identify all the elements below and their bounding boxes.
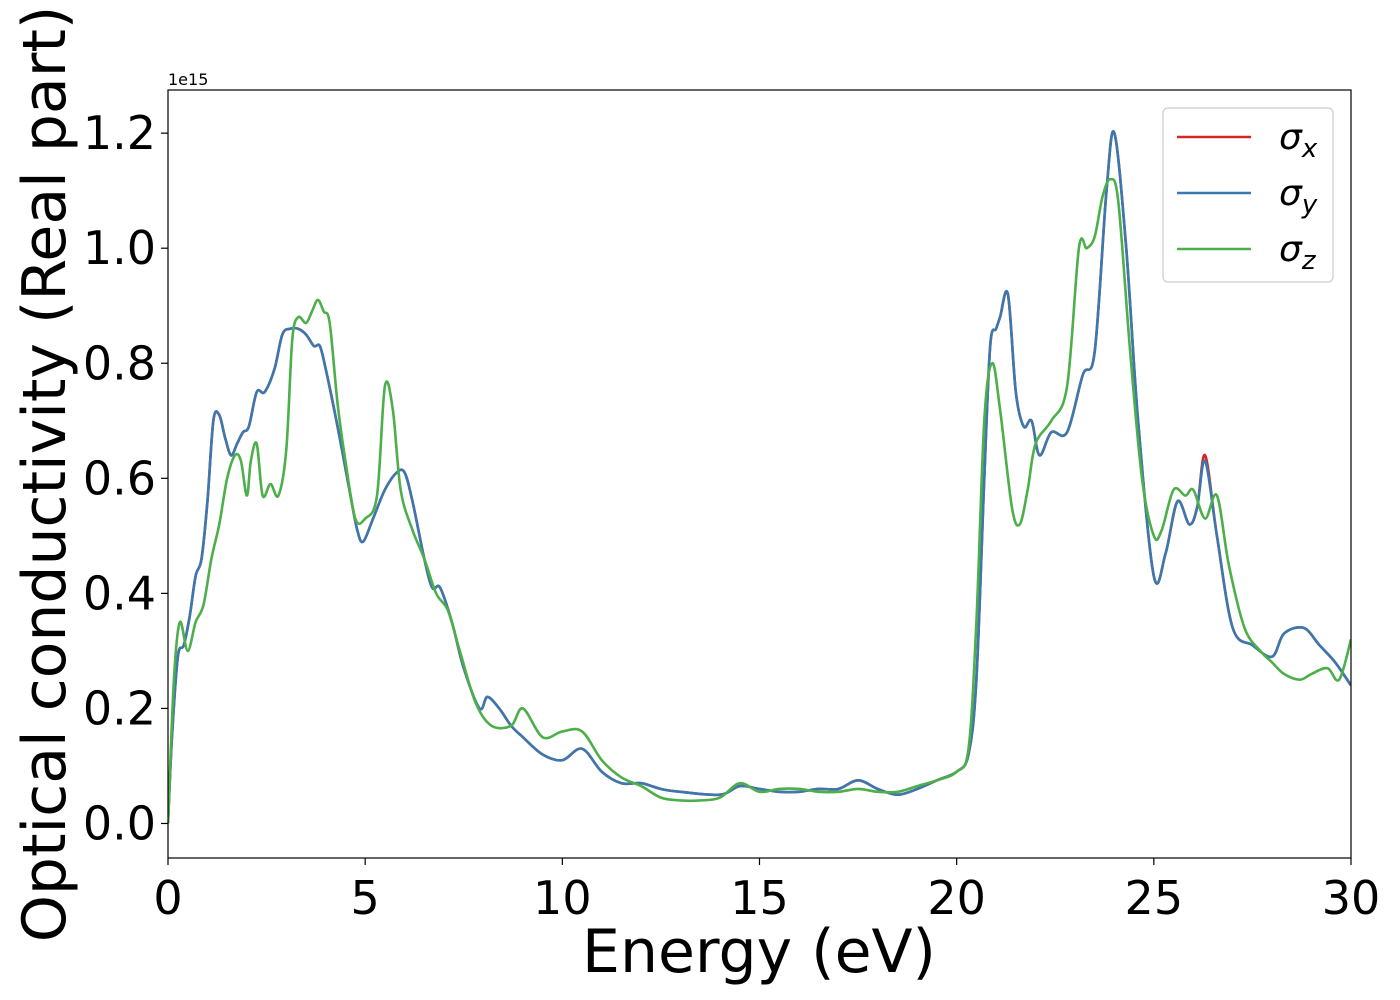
x-tick-label: 20 bbox=[927, 871, 986, 925]
y-tick-label: 0.6 bbox=[83, 451, 156, 505]
x-tick-label: 15 bbox=[730, 871, 789, 925]
x-tick-label: 25 bbox=[1125, 871, 1184, 925]
x-tick-label: 10 bbox=[533, 871, 592, 925]
y-tick-label: 0.8 bbox=[83, 336, 156, 390]
x-tick-label: 30 bbox=[1322, 871, 1381, 925]
x-axis-title: Energy (eV) bbox=[582, 917, 936, 987]
y-offset-text: 1e15 bbox=[168, 70, 208, 89]
series-line-z bbox=[168, 177, 1351, 824]
y-tick-label: 0.2 bbox=[83, 681, 156, 735]
y-tick-label: 1.2 bbox=[83, 106, 156, 160]
y-tick-label: 0.4 bbox=[83, 566, 156, 620]
y-tick-label: 1.0 bbox=[83, 221, 156, 275]
y-axis-title: Optical conductivity (Real part) bbox=[10, 6, 80, 943]
legend-box bbox=[1162, 107, 1334, 283]
x-axis: 0 5 10 15 20 25 30 bbox=[153, 858, 1380, 925]
x-tick-label: 0 bbox=[153, 871, 182, 925]
y-tick-label: 0.0 bbox=[83, 796, 156, 850]
x-tick-label: 5 bbox=[351, 871, 380, 925]
series-line-y bbox=[168, 130, 1351, 824]
y-axis: 0.0 0.2 0.4 0.6 0.8 1.0 1.2 bbox=[83, 106, 168, 850]
